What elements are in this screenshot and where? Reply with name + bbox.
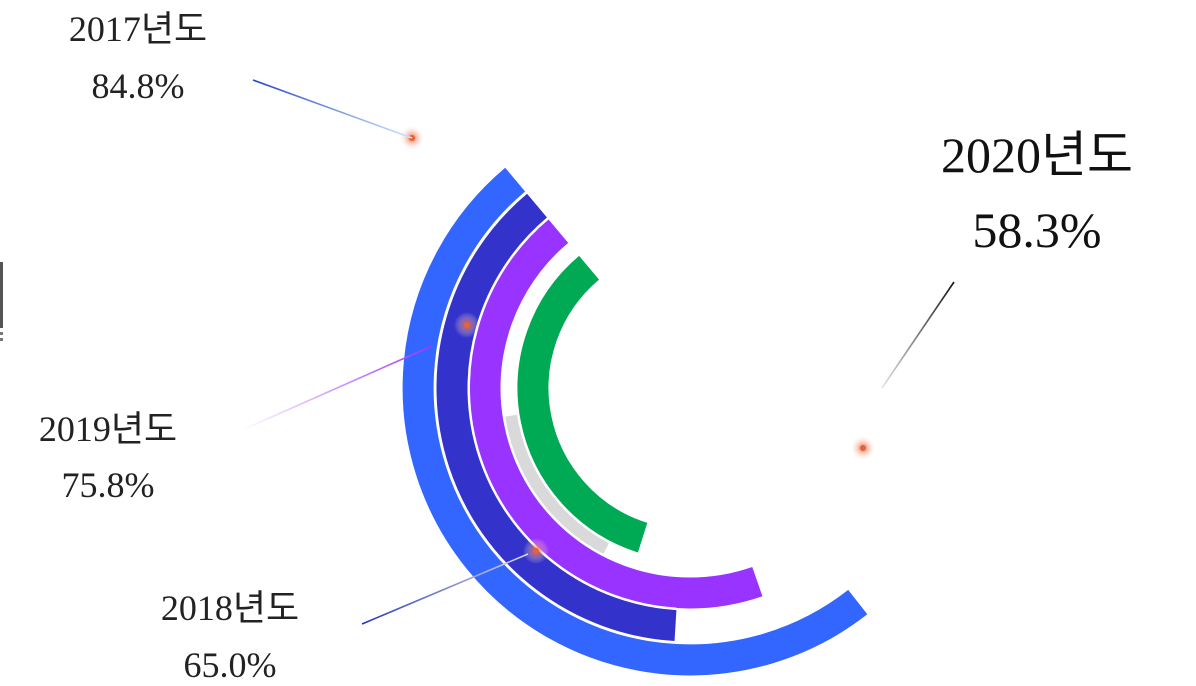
- arc-2019: [469, 219, 763, 609]
- leader-line-2017: [252, 79, 413, 139]
- marker-dot-2018: [533, 548, 539, 554]
- marker-dot-2019: [464, 322, 470, 328]
- label-2019-value: 75.8%: [62, 465, 155, 505]
- leader-line-2018: [361, 553, 529, 625]
- marker-dot-2020: [860, 445, 866, 451]
- label-2017-year: 2017년도: [69, 9, 207, 49]
- label-2018-year: 2018년도: [161, 588, 299, 628]
- leader-line-2019: [241, 345, 433, 431]
- leader-line-2020: [881, 281, 955, 389]
- label-2018-value: 65.0%: [184, 645, 277, 685]
- label-2020-value: 58.3%: [972, 202, 1101, 258]
- left-edge-decoration: [0, 262, 5, 342]
- arc-2017: [402, 167, 868, 676]
- label-2020-year: 2020년도: [941, 127, 1133, 183]
- label-2017-value: 84.8%: [92, 66, 185, 106]
- label-2019-year: 2019년도: [39, 409, 177, 449]
- arc-2020: [517, 255, 648, 553]
- arc-2018: [436, 193, 677, 642]
